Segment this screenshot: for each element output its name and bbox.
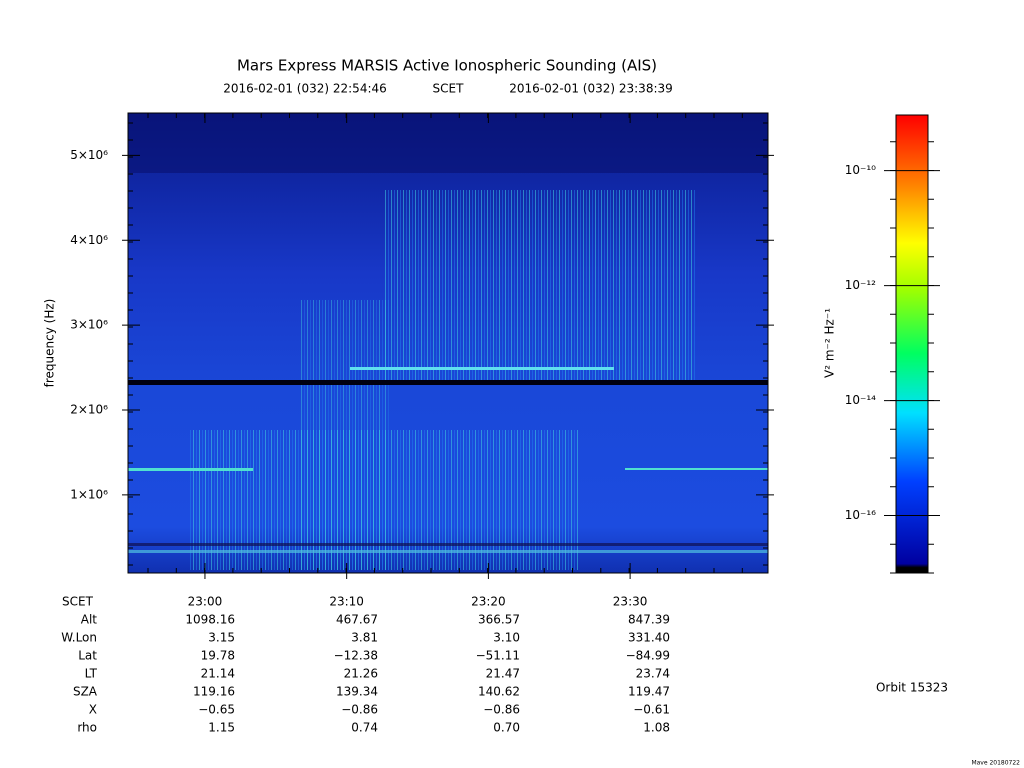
ephemeris-value: 1098.16	[185, 613, 235, 627]
ephemeris-value: 1.08	[643, 721, 670, 735]
ephemeris-value: 3.10	[493, 631, 520, 645]
ephemeris-value: 467.67	[336, 613, 378, 627]
spectrogram-streaks	[300, 300, 390, 570]
spectrogram-band	[128, 380, 768, 385]
ephemeris-value: −0.86	[341, 703, 378, 717]
ephemeris-value: 23:30	[613, 595, 648, 609]
plot-frame	[127, 112, 769, 574]
ephemeris-label: SZA	[73, 685, 98, 699]
ephemeris-value: 23.74	[636, 667, 670, 681]
ephemeris-value: −12.38	[334, 649, 378, 663]
title: Mars Express MARSIS Active Ionospheric S…	[237, 57, 657, 75]
ephemeris-value: −0.61	[633, 703, 670, 717]
ephemeris-value: 366.57	[478, 613, 520, 627]
y-axis-label: frequency (Hz)	[43, 299, 57, 388]
colorbar-tick-label: 10⁻¹⁰	[845, 163, 876, 177]
spectrogram-streaks	[385, 190, 695, 380]
ephemeris-value: 0.74	[351, 721, 378, 735]
ephemeris-label: LT	[85, 667, 98, 681]
ephemeris-value: 119.47	[628, 685, 670, 699]
spectrogram	[127, 112, 769, 574]
ephemeris-value: 119.16	[193, 685, 235, 699]
time-system: SCET	[433, 82, 465, 96]
colorbar	[895, 114, 929, 574]
colorbar-tick-label: 10⁻¹⁴	[845, 393, 876, 407]
ephemeris-label: SCET	[62, 595, 94, 609]
y-tick-label: 3×10⁶	[70, 318, 108, 332]
spectrogram-band	[625, 468, 768, 470]
start-time: 2016-02-01 (032) 22:54:46	[223, 82, 387, 96]
ephemeris-value: 21.47	[486, 667, 520, 681]
ephemeris-value: −51.11	[476, 649, 520, 663]
spectrogram-band	[128, 543, 768, 546]
ephemeris-value: 139.34	[336, 685, 378, 699]
ephemeris-label: Lat	[78, 649, 97, 663]
orbit: Orbit 15323	[876, 681, 948, 695]
spectrogram-top	[128, 113, 768, 173]
ephemeris-value: 0.70	[493, 721, 520, 735]
credit: Mave 20180722	[971, 760, 1020, 767]
ephemeris-value: 3.81	[351, 631, 378, 645]
ephemeris-value: 23:00	[188, 595, 223, 609]
y-tick-label: 4×10⁶	[70, 233, 108, 247]
y-tick-label: 2×10⁶	[70, 403, 108, 417]
ephemeris-value: −84.99	[626, 649, 670, 663]
colorbar-tick-label: 10⁻¹²	[845, 278, 876, 292]
ephemeris-label: X	[89, 703, 97, 717]
ephemeris-value: 23:10	[329, 595, 364, 609]
end-time: 2016-02-01 (032) 23:38:39	[509, 82, 673, 96]
ephemeris-value: 23:20	[471, 595, 506, 609]
ephemeris-value: 21.14	[201, 667, 235, 681]
ephemeris-value: 847.39	[628, 613, 670, 627]
ephemeris-label: Alt	[81, 613, 98, 627]
ephemeris-value: 140.62	[478, 685, 520, 699]
spectrogram-band	[128, 468, 253, 471]
colorbar-label: V² m⁻² Hz⁻¹	[823, 308, 837, 378]
ephemeris-value: −0.86	[483, 703, 520, 717]
ephemeris-value: −0.65	[198, 703, 235, 717]
ephemeris-value: 3.15	[208, 631, 235, 645]
spectrogram-band	[128, 550, 768, 553]
ephemeris-value: 19.78	[201, 649, 235, 663]
ephemeris-label: rho	[77, 721, 97, 735]
colorbar-gradient	[895, 114, 929, 574]
y-tick-label: 5×10⁶	[70, 148, 108, 162]
ephemeris-value: 21.26	[344, 667, 378, 681]
ephemeris-value: 331.40	[628, 631, 670, 645]
spectrogram-band	[350, 367, 614, 370]
ephemeris-value: 1.15	[208, 721, 235, 735]
colorbar-tick-label: 10⁻¹⁶	[845, 508, 876, 522]
y-tick-label: 1×10⁶	[70, 487, 108, 501]
ephemeris-label: W.Lon	[61, 631, 97, 645]
